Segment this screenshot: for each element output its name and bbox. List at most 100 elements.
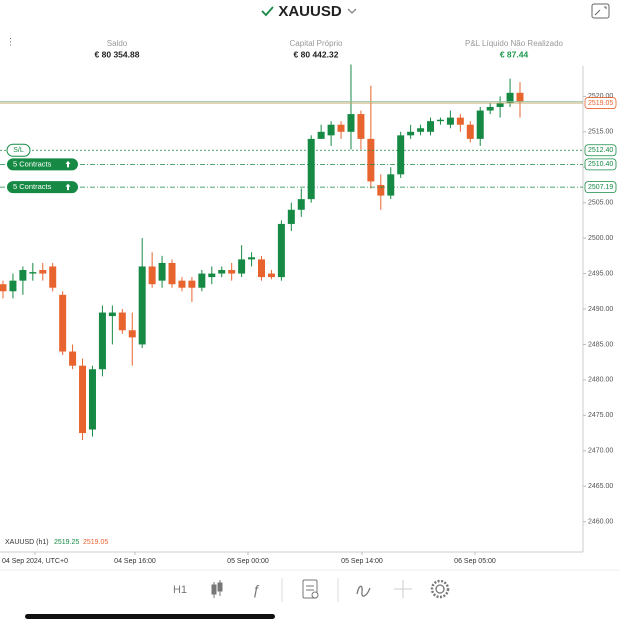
order-label: S/L xyxy=(13,147,24,154)
account-label: Saldo xyxy=(107,39,128,48)
candle-body xyxy=(486,106,494,111)
y-tick-label: 2505.00 xyxy=(588,200,613,207)
level-box xyxy=(584,144,617,157)
candle-body xyxy=(228,270,236,274)
candle-body xyxy=(178,280,186,288)
candle-body xyxy=(88,369,96,430)
crosshair-button[interactable] xyxy=(394,580,412,598)
y-tick-label: 2515.00 xyxy=(588,129,613,136)
y-tick-label: 2490.00 xyxy=(588,306,613,313)
candle-body xyxy=(198,273,206,288)
candle-body xyxy=(317,131,325,139)
y-tick-label: 2470.00 xyxy=(588,448,613,455)
candle-body xyxy=(367,138,375,182)
order-pill xyxy=(7,158,78,171)
settings-button[interactable] xyxy=(430,579,450,599)
legend-symbol: XAUUSD (h1) xyxy=(5,539,49,546)
legend-bid: 2519.25 xyxy=(54,539,79,546)
y-tick-label: 2520.00 xyxy=(588,93,613,100)
candle-body xyxy=(347,114,355,132)
candle-body xyxy=(258,259,265,278)
menu-dots[interactable]: ⋮ xyxy=(6,36,15,46)
account-label: P&L Líquido Não Realizado xyxy=(465,39,564,48)
legend-ask: 2519.05 xyxy=(83,539,108,546)
expand-arrow xyxy=(594,6,607,16)
chart-type-button[interactable] xyxy=(211,580,223,598)
candle-body xyxy=(158,262,166,281)
candle-body xyxy=(357,114,365,139)
indicators-button[interactable]: ƒ xyxy=(252,582,260,598)
candle-body xyxy=(188,280,196,288)
candle-body xyxy=(277,223,285,278)
candle-body xyxy=(59,294,67,352)
candle-body xyxy=(436,119,444,122)
candle-body xyxy=(98,312,106,370)
candle-body xyxy=(307,138,315,200)
y-tick-label: 2485.00 xyxy=(588,341,613,348)
level-box xyxy=(584,158,617,171)
candle-body xyxy=(29,272,37,274)
order-label: 5 Contracts xyxy=(13,182,52,191)
account-value: € 87.44 xyxy=(500,49,529,59)
x-tick-label: 06 Sep 05:00 xyxy=(454,558,496,565)
candle-body xyxy=(506,92,514,104)
account-label: Capital Próprio xyxy=(290,39,343,48)
candle-body xyxy=(496,103,504,107)
candle-body xyxy=(19,270,27,281)
timeframe-button[interactable]: H1 xyxy=(173,584,187,596)
candle-body xyxy=(327,124,335,136)
candle-body xyxy=(466,124,474,139)
candle-body xyxy=(297,199,305,210)
candle-body xyxy=(407,131,415,136)
x-tick-label: 04 Sep 16:00 xyxy=(114,558,156,565)
candle-body xyxy=(287,209,295,224)
candle-body xyxy=(218,270,226,274)
y-tick-label: 2495.00 xyxy=(588,270,613,277)
candle-body xyxy=(238,259,246,274)
candle-body xyxy=(208,273,216,278)
candle-body xyxy=(69,351,77,366)
account-value: € 80 442.32 xyxy=(294,49,339,59)
candle-body xyxy=(337,124,345,132)
order-arrow xyxy=(65,183,71,191)
candle-body xyxy=(446,117,454,125)
level-label: 2510.40 xyxy=(588,161,613,168)
candle-body xyxy=(377,184,385,196)
x-tick-label: 05 Sep 00:00 xyxy=(227,558,269,565)
candle-body xyxy=(118,312,126,331)
account-value: € 80 354.88 xyxy=(95,49,140,59)
candle-body xyxy=(168,262,176,285)
plot: 2460.00 2465.00 2470.00 2475.00 2480.00 2485.… xyxy=(0,64,617,565)
candle-body xyxy=(516,92,524,102)
price-box xyxy=(584,97,617,109)
candle-body xyxy=(108,312,116,317)
candle-body xyxy=(9,280,17,292)
expand-icon[interactable] xyxy=(591,3,610,19)
orders-button[interactable] xyxy=(302,579,319,599)
candle-body xyxy=(417,128,425,132)
candle-body xyxy=(427,121,435,132)
check-icon xyxy=(261,6,274,17)
candle-body xyxy=(397,135,405,175)
candle-body xyxy=(148,266,156,285)
price-label: 2519.05 xyxy=(588,100,613,107)
candle-body xyxy=(0,284,7,292)
drawing-button[interactable] xyxy=(356,585,371,597)
candle-body xyxy=(267,273,275,278)
symbol-title[interactable]: XAUUSD xyxy=(278,3,342,20)
candle-body xyxy=(456,117,464,125)
level-label: 2507.19 xyxy=(588,184,613,191)
home-indicator xyxy=(25,614,275,619)
candle-body xyxy=(128,330,136,338)
level-box xyxy=(584,181,617,194)
candle-body xyxy=(39,270,47,274)
order-arrow xyxy=(65,160,71,168)
y-tick-label: 2475.00 xyxy=(588,412,613,419)
y-tick-label: 2460.00 xyxy=(588,518,613,525)
dropdown-icon[interactable] xyxy=(347,8,357,14)
order-pill xyxy=(6,143,31,157)
order-pill xyxy=(7,181,78,194)
candle-body xyxy=(79,365,87,434)
